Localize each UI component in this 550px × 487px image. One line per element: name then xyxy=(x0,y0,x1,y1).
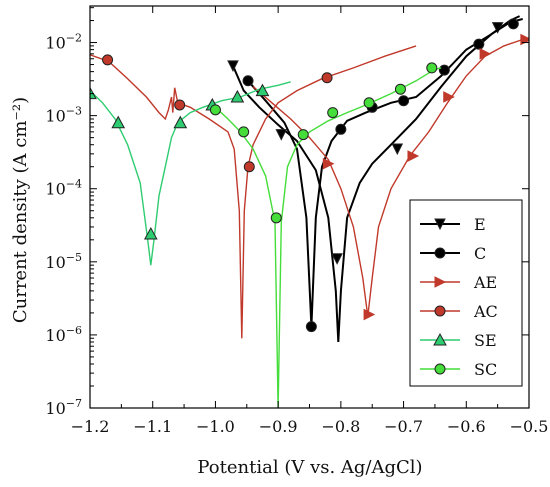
data-point-sc-6 xyxy=(394,83,406,95)
data-point-se-2 xyxy=(143,226,158,240)
x-tick-label: −0.9 xyxy=(259,417,298,436)
data-point-c-1 xyxy=(305,321,317,333)
data-point-sc-3 xyxy=(297,129,309,141)
x-tick-label: −0.7 xyxy=(384,417,423,436)
data-point-ac-0 xyxy=(102,54,114,66)
data-point-ac-2 xyxy=(243,161,255,173)
data-point-e-1 xyxy=(275,129,288,141)
y-tick-label: 10−2 xyxy=(45,32,82,53)
data-point-c-4 xyxy=(398,95,410,107)
y-tick-label: 10−4 xyxy=(45,178,82,199)
y-tick-label: 10−3 xyxy=(45,105,82,126)
series-line-sc xyxy=(214,67,442,408)
data-point-e-2 xyxy=(331,253,343,265)
data-point-sc-1 xyxy=(238,126,250,138)
x-tick-label: −1.1 xyxy=(133,417,172,436)
y-tick-label: 10−6 xyxy=(45,324,82,345)
legend-box xyxy=(409,199,523,387)
data-point-ae-5 xyxy=(520,33,529,46)
data-point-se-5 xyxy=(230,89,245,103)
x-tick-label: −1.2 xyxy=(71,417,110,436)
data-point-ae-0 xyxy=(322,157,335,170)
legend-label-sc: SC xyxy=(474,360,497,379)
legend-marker-ac xyxy=(434,305,446,317)
data-point-sc-4 xyxy=(327,107,339,119)
y-tick-label: 10−7 xyxy=(45,397,82,418)
data-point-ae-3 xyxy=(443,91,455,103)
legend-marker-c xyxy=(434,247,446,259)
data-point-c-7 xyxy=(507,18,519,30)
data-point-se-1 xyxy=(111,115,126,129)
data-point-se-6 xyxy=(255,83,270,97)
data-point-sc-2 xyxy=(270,212,282,224)
legend-marker-sc xyxy=(434,363,446,375)
data-point-ae-4 xyxy=(479,48,492,60)
data-point-c-5 xyxy=(438,64,450,76)
legend-label-se: SE xyxy=(474,331,497,350)
data-point-c-0 xyxy=(242,75,254,87)
data-point-sc-0 xyxy=(209,104,221,116)
legend: EC AE AC SE SC xyxy=(409,199,523,387)
x-tick-label: −0.6 xyxy=(447,417,486,436)
data-point-se-3 xyxy=(173,115,188,129)
legend-label-c: C xyxy=(474,244,486,263)
data-point-sc-7 xyxy=(426,62,438,74)
axes: −1.2 −1.1 −1.0 −0.9 −0.8 −0.7 −0.6 −0.5 10−7 10−6… xyxy=(45,5,549,436)
x-tick-label: −0.8 xyxy=(321,417,360,436)
x-tick-label: −1.0 xyxy=(196,417,235,436)
plot-area xyxy=(90,15,529,408)
series-line-e xyxy=(232,15,521,343)
legend-label-ae: AE xyxy=(473,273,497,292)
legend-label-ac: AC xyxy=(473,302,498,321)
data-point-e-3 xyxy=(391,143,404,156)
x-axis-title: Potential (V vs. Ag/AgCl) xyxy=(197,457,422,478)
legend-marker-ae xyxy=(434,276,447,288)
y-axis-title: Current density (A cm⁻²) xyxy=(10,97,31,323)
data-point-ac-3 xyxy=(321,72,333,84)
legend-label-e: E xyxy=(474,215,486,234)
data-point-ae-2 xyxy=(407,150,420,162)
legend-marker-e xyxy=(434,218,446,231)
data-point-sc-5 xyxy=(363,97,375,109)
x-tick-label: −0.5 xyxy=(510,417,549,436)
data-point-ac-1 xyxy=(174,99,186,111)
series-line-ae xyxy=(252,37,529,317)
data-point-ae-1 xyxy=(363,308,376,321)
data-point-c-6 xyxy=(473,38,485,50)
y-tick-label: 10−5 xyxy=(45,251,82,272)
data-point-e-0 xyxy=(227,60,239,72)
series-line-ac xyxy=(90,45,417,339)
legend-marker-se xyxy=(433,332,447,346)
data-point-c-2 xyxy=(335,123,347,135)
